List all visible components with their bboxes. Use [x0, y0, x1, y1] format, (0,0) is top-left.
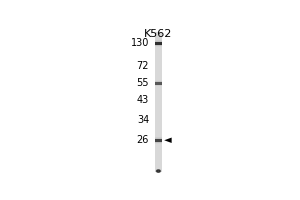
- Text: 72: 72: [136, 61, 149, 71]
- Bar: [155, 81, 162, 85]
- Bar: [155, 40, 162, 47]
- Bar: [155, 139, 162, 142]
- Bar: [155, 41, 162, 46]
- Circle shape: [157, 170, 160, 172]
- Bar: [155, 138, 162, 143]
- Bar: [155, 42, 162, 45]
- Bar: [155, 81, 162, 86]
- Bar: [155, 137, 162, 144]
- Bar: [155, 32, 162, 172]
- Text: 26: 26: [137, 135, 149, 145]
- Bar: [155, 40, 162, 46]
- Bar: [155, 137, 162, 143]
- Text: 130: 130: [131, 38, 149, 48]
- Bar: [155, 80, 162, 86]
- Bar: [155, 82, 162, 85]
- Text: 55: 55: [136, 78, 149, 88]
- Polygon shape: [164, 138, 172, 143]
- Text: K562: K562: [144, 29, 172, 39]
- Text: 43: 43: [137, 95, 149, 105]
- Text: 34: 34: [137, 115, 149, 125]
